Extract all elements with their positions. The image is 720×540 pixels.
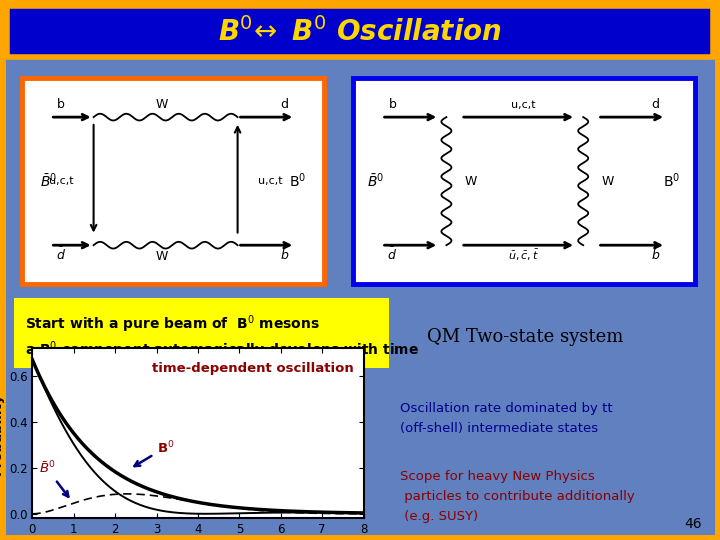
Text: u,c,t: u,c,t [49,176,73,186]
Bar [22,78,324,284]
Text: Start with a pure beam of  B$^0$ mesons: Start with a pure beam of B$^0$ mesons [25,314,320,335]
Text: $\bar{B}^0$: $\bar{B}^0$ [40,172,57,190]
Text: $\bar{b}$: $\bar{b}$ [651,246,660,262]
Text: 46: 46 [685,517,702,531]
Text: B$^0$: B$^0$ [663,172,680,191]
Text: b: b [58,98,65,111]
Text: W: W [156,98,168,111]
Bar [353,78,695,284]
Text: $\bar{B}^0$: $\bar{B}^0$ [39,461,68,497]
Text: d: d [651,98,660,111]
Y-axis label: Probability: Probability [0,392,4,475]
Text: a B$^0$ component automagically develops with time: a B$^0$ component automagically develops… [25,340,419,361]
Text: d: d [280,98,289,111]
Text: Oscillation rate dominated by tt
(off-shell) intermediate states: Oscillation rate dominated by tt (off-sh… [400,402,612,435]
Text: W: W [601,174,613,187]
Text: B$^0$: B$^0$ [289,172,306,191]
Text: b: b [389,98,396,111]
Text: u,c,t: u,c,t [258,176,282,186]
Text: Scope for heavy New Physics
 particles to contribute additionally
 (e.g. SUSY): Scope for heavy New Physics particles to… [400,470,634,523]
Text: $\bar{d}$: $\bar{d}$ [56,246,66,262]
Text: $\bar{B}^0$: $\bar{B}^0$ [367,172,384,190]
Text: QM Two-state system: QM Two-state system [428,328,624,346]
Text: time-dependent oscillation: time-dependent oscillation [152,362,354,375]
Text: $\bar{b}$: $\bar{b}$ [280,246,289,262]
Text: $\bar{u},\bar{c},\bar{t}$: $\bar{u},\bar{c},\bar{t}$ [508,247,539,262]
Text: B$^0\!\leftrightarrow$ B$^0$ Oscillation: B$^0\!\leftrightarrow$ B$^0$ Oscillation [218,17,502,46]
Text: W: W [464,174,477,187]
Bar [14,298,389,368]
Text: B$^0$: B$^0$ [135,439,174,466]
Text: W: W [156,249,168,262]
Text: $\bar{d}$: $\bar{d}$ [387,246,397,262]
Text: u,c,t: u,c,t [511,100,536,110]
